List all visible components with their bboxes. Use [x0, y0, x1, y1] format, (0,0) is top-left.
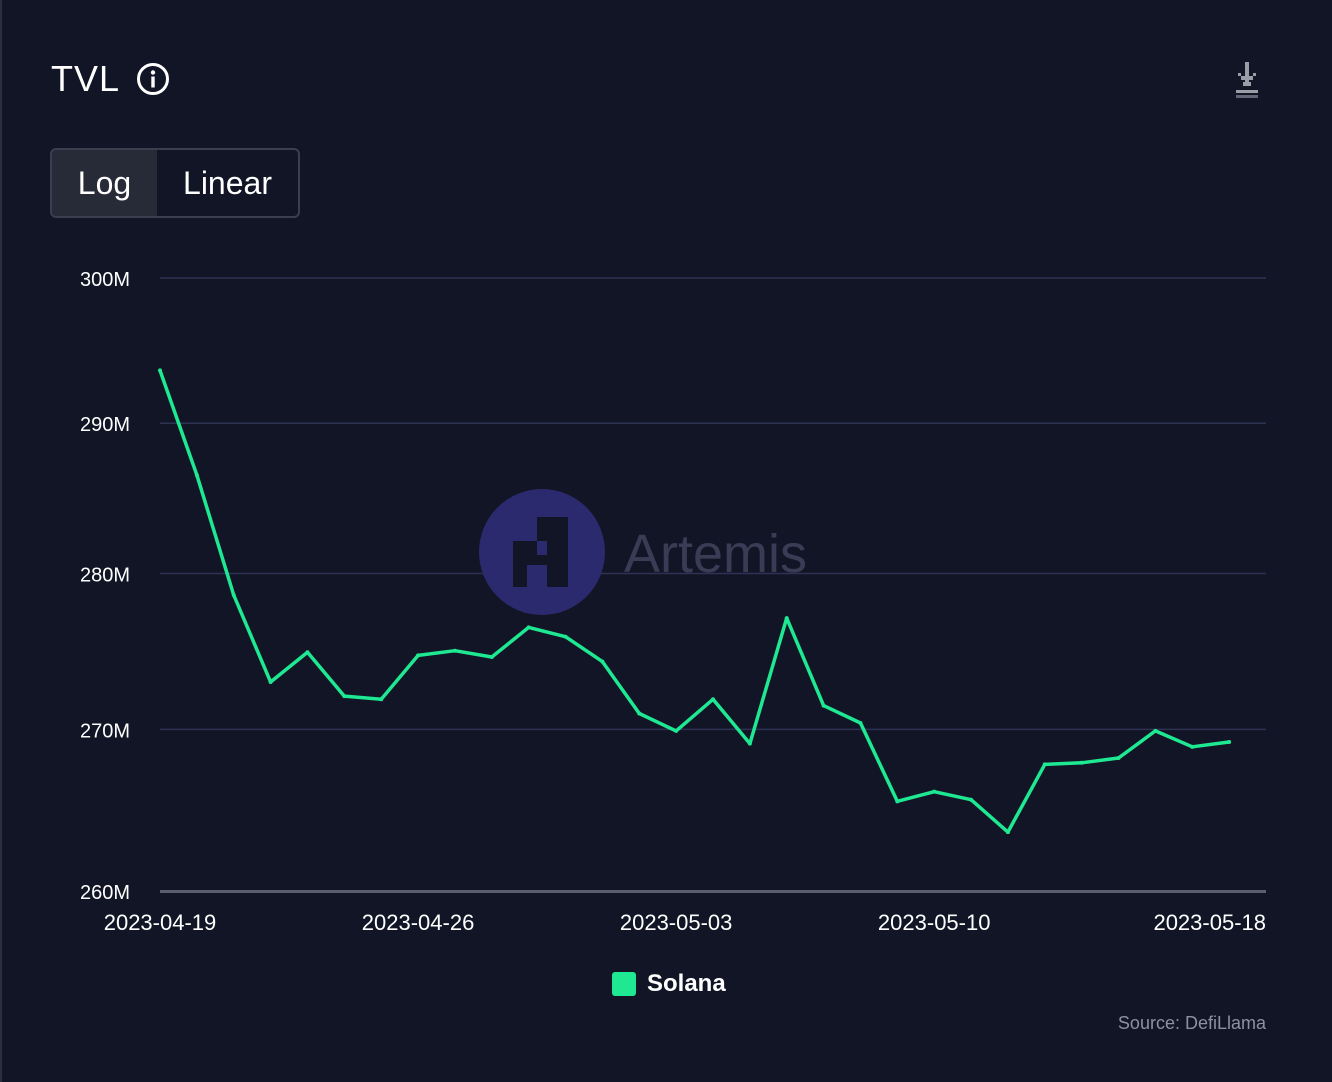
- legend: Solana: [612, 970, 726, 998]
- data-point[interactable]: [674, 728, 679, 733]
- x-tick-label: 2023-05-03: [620, 910, 733, 935]
- data-point[interactable]: [747, 741, 752, 746]
- data-point[interactable]: [637, 711, 642, 716]
- data-point[interactable]: [563, 634, 568, 639]
- data-point[interactable]: [305, 650, 310, 655]
- data-point[interactable]: [158, 368, 162, 373]
- window-edge: [0, 0, 2, 1082]
- data-point[interactable]: [489, 654, 494, 659]
- chart-title: TVL: [51, 58, 121, 99]
- log-scale-button[interactable]: Log: [52, 150, 157, 216]
- data-point[interactable]: [969, 797, 974, 802]
- data-point[interactable]: [821, 703, 826, 708]
- data-point[interactable]: [416, 653, 421, 658]
- data-point[interactable]: [895, 799, 900, 804]
- info-icon[interactable]: [136, 62, 170, 96]
- data-point[interactable]: [784, 616, 789, 621]
- data-point[interactable]: [231, 593, 236, 598]
- data-point[interactable]: [268, 679, 273, 684]
- artemis-watermark: Artemis: [479, 489, 807, 615]
- data-point[interactable]: [1190, 744, 1195, 749]
- data-point[interactable]: [1005, 830, 1010, 835]
- chart-header: TVL: [51, 58, 170, 100]
- y-tick-label: 260M: [80, 882, 130, 904]
- y-tick-label: 300M: [80, 269, 130, 291]
- y-tick-label: 280M: [80, 565, 130, 587]
- x-tick-label: 2023-05-10: [878, 910, 991, 935]
- download-icon[interactable]: [1230, 60, 1264, 104]
- linear-scale-button[interactable]: Linear: [183, 164, 272, 201]
- y-tick-label: 270M: [80, 720, 130, 742]
- data-point[interactable]: [711, 697, 715, 702]
- data-point[interactable]: [379, 697, 384, 702]
- data-point[interactable]: [452, 648, 457, 653]
- data-point[interactable]: [1079, 760, 1084, 765]
- legend-swatch-solana: [612, 972, 636, 996]
- data-point[interactable]: [932, 789, 937, 794]
- data-point[interactable]: [194, 473, 199, 478]
- data-point[interactable]: [600, 659, 605, 664]
- source-note: Source: DefiLlama: [1117, 1013, 1266, 1033]
- series-line-solana: [158, 368, 1231, 834]
- data-point[interactable]: [858, 720, 863, 725]
- x-tick-label: 2023-04-19: [104, 910, 217, 935]
- data-point[interactable]: [1116, 755, 1121, 760]
- x-tick-label: 2023-04-26: [362, 910, 475, 935]
- x-tick-label: 2023-05-18: [1153, 910, 1266, 935]
- data-point[interactable]: [342, 694, 347, 699]
- y-tick-label: 290M: [80, 414, 130, 436]
- data-point[interactable]: [526, 625, 531, 630]
- data-point[interactable]: [1042, 762, 1047, 767]
- data-point[interactable]: [1227, 740, 1232, 745]
- legend-label-solana[interactable]: Solana: [647, 970, 726, 997]
- scale-toggle: Log Linear: [50, 148, 300, 218]
- watermark-text: Artemis: [624, 524, 807, 584]
- data-point[interactable]: [1153, 728, 1158, 733]
